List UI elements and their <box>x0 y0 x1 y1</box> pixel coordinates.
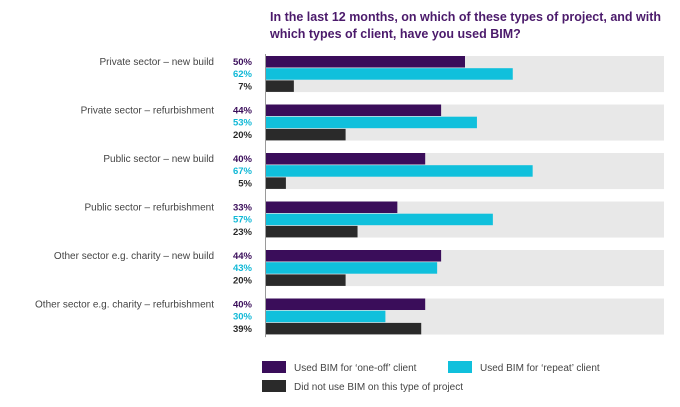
data-label: 20% <box>233 130 253 141</box>
bar-one-off <box>266 56 465 68</box>
category-label: Public sector – new build <box>103 154 214 165</box>
bar-did-not <box>266 225 358 238</box>
data-label: 7% <box>238 81 252 92</box>
data-label: 67% <box>233 166 253 177</box>
legend-swatch-one-off <box>262 361 286 373</box>
bar-did-not <box>266 80 294 92</box>
data-label: 44% <box>233 251 253 262</box>
bar-did-not <box>266 274 346 286</box>
data-label: 23% <box>233 227 253 238</box>
data-label: 20% <box>233 275 253 286</box>
category-label: Other sector e.g. charity – new build <box>54 251 214 262</box>
legend-swatch-repeat <box>448 361 472 373</box>
bar-repeat <box>266 310 386 323</box>
data-label: 33% <box>233 203 253 214</box>
category-label: Private sector – refurbishment <box>81 106 215 117</box>
bar-repeat <box>266 116 477 129</box>
legend-label: Did not use BIM on this type of project <box>294 382 463 393</box>
category-label: Private sector – new build <box>99 57 214 68</box>
bar-one-off <box>266 298 426 310</box>
data-label: 43% <box>233 263 253 274</box>
bar-did-not <box>266 322 422 335</box>
chart-title: In the last 12 months, on which of these… <box>270 10 662 41</box>
data-label: 5% <box>238 178 252 189</box>
legend-label: Used BIM for ‘repeat’ client <box>480 363 600 374</box>
data-label: 57% <box>233 215 253 226</box>
data-label: 30% <box>233 312 253 323</box>
category-label: Other sector e.g. charity – refurbishmen… <box>35 300 214 311</box>
data-label: 40% <box>233 154 253 165</box>
bar-did-not <box>266 177 286 189</box>
bar-one-off <box>266 153 426 165</box>
bar-one-off <box>266 104 442 116</box>
data-label: 39% <box>233 324 253 335</box>
data-label: 50% <box>233 57 253 68</box>
bar-one-off <box>266 201 398 213</box>
data-label: 53% <box>233 118 253 129</box>
bar-repeat <box>266 165 533 177</box>
legend-label: Used BIM for ‘one-off’ client <box>294 363 417 374</box>
bar-did-not <box>266 128 346 141</box>
category-label: Public sector – refurbishment <box>84 203 214 214</box>
data-label: 62% <box>233 69 253 80</box>
bar-one-off <box>266 250 442 262</box>
legend-swatch-did-not <box>262 380 286 392</box>
bar-repeat <box>266 68 513 80</box>
bar-repeat <box>266 213 493 226</box>
data-label: 44% <box>233 106 253 117</box>
bar-repeat <box>266 262 438 274</box>
data-label: 40% <box>233 300 253 311</box>
